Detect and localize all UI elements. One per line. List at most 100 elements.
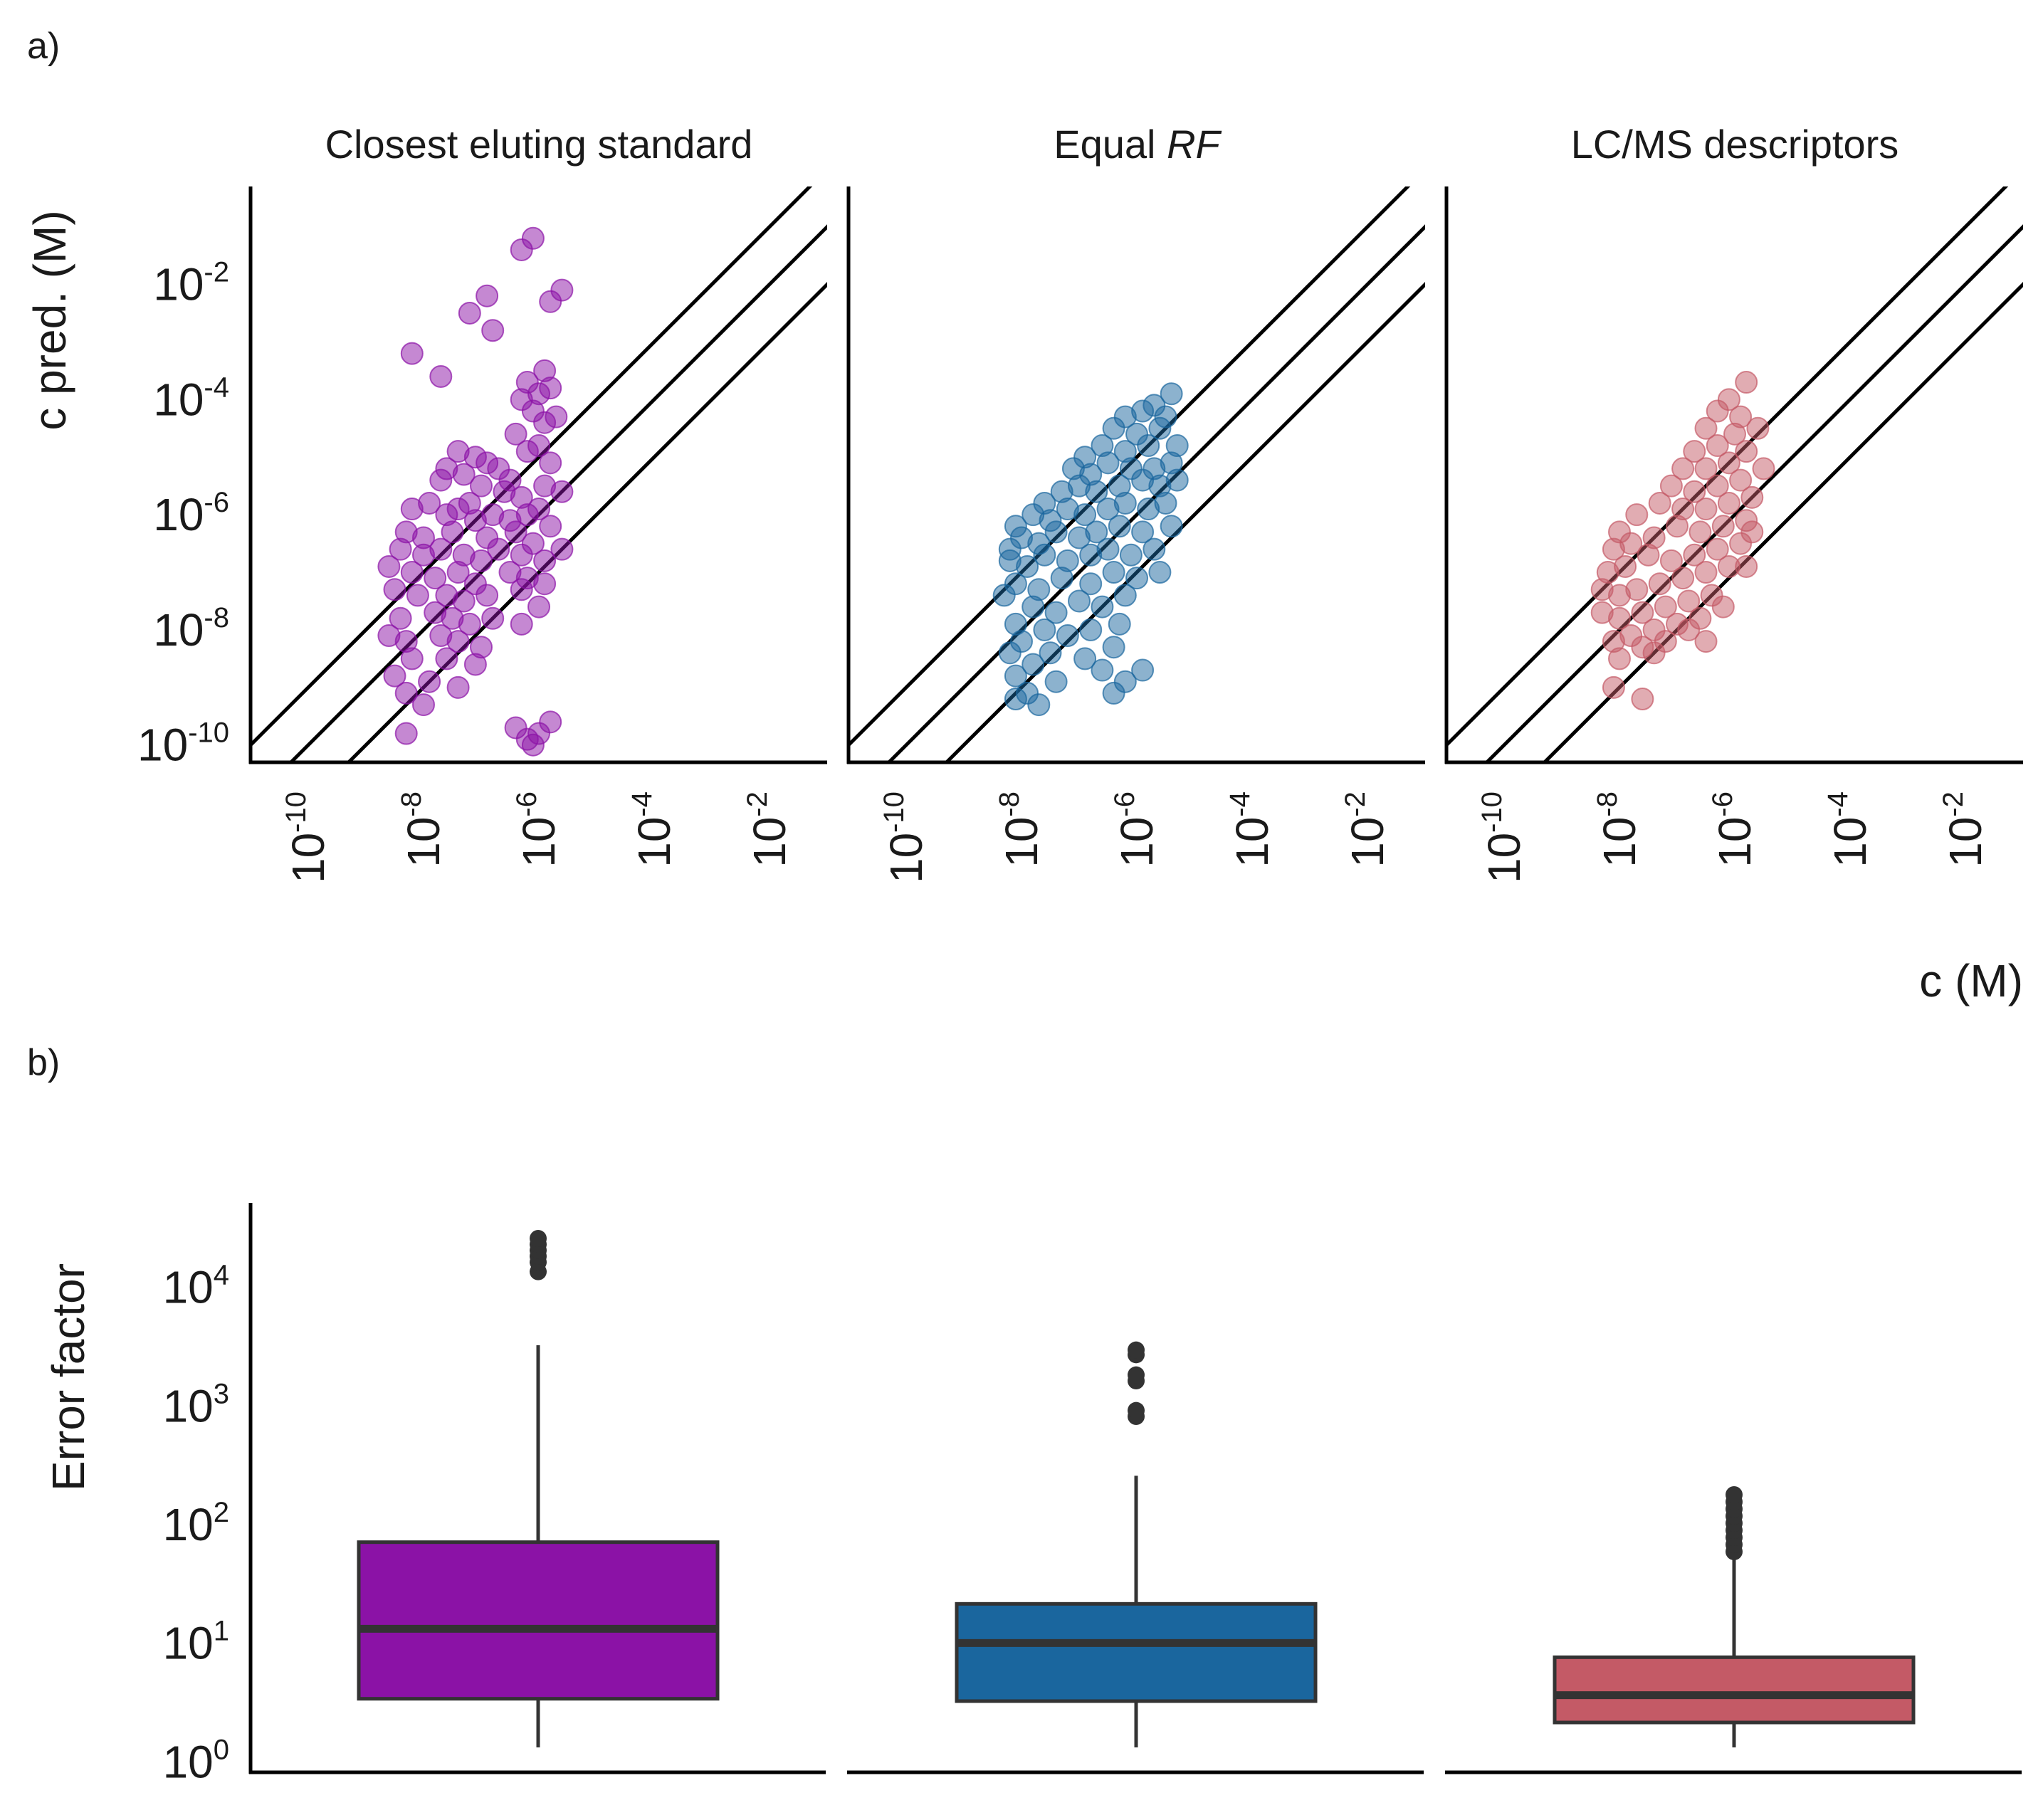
data-point [992, 584, 1016, 607]
data-point [1131, 658, 1155, 682]
data-point [1148, 561, 1172, 584]
data-point [1108, 612, 1131, 636]
data-point [1740, 520, 1764, 544]
data-point [1671, 567, 1695, 590]
data-point [1677, 589, 1701, 613]
data-point [521, 226, 545, 250]
data-point [533, 549, 557, 572]
data-point [1631, 688, 1654, 711]
data-point [383, 578, 406, 601]
data-point [1608, 647, 1631, 670]
data-point [1137, 498, 1160, 521]
panel-a-label: a) [27, 26, 60, 67]
reference-line [1446, 186, 2009, 748]
data-point [1671, 457, 1695, 480]
data-point [383, 664, 406, 688]
data-point [504, 422, 527, 446]
y-tick-label: 10-10 [137, 717, 229, 771]
data-point [515, 440, 539, 463]
data-point [470, 474, 493, 498]
data-point [446, 498, 470, 521]
data-point [1631, 601, 1654, 624]
facet-title: Equal RF [1054, 122, 1222, 167]
data-point [510, 578, 533, 601]
x-tick-label: 10-2 [742, 791, 795, 868]
box-equal [955, 1341, 1318, 1747]
data-point [1044, 601, 1068, 624]
data-point [429, 468, 453, 492]
data-point [1694, 561, 1718, 584]
data-point [539, 515, 562, 538]
reference-line [1484, 224, 2023, 762]
data-point [1033, 543, 1056, 567]
data-point [1113, 670, 1137, 693]
data-point [1079, 543, 1103, 567]
data-point [527, 595, 550, 619]
data-point [1143, 537, 1166, 561]
data-point [1706, 399, 1729, 423]
data-point [1683, 480, 1706, 503]
data-point [394, 722, 418, 745]
data-point [1108, 515, 1131, 538]
data-point [446, 630, 470, 653]
data-point [1044, 670, 1068, 693]
data-point [429, 364, 453, 388]
y-tick-label: 10-8 [153, 602, 229, 656]
reference-line [849, 186, 1411, 748]
data-point [998, 641, 1022, 665]
x-tick-label: 10-8 [1592, 791, 1645, 868]
data-point [1694, 630, 1718, 653]
data-point [481, 606, 505, 630]
data-point [400, 647, 424, 670]
data-point [1740, 485, 1764, 509]
box-iqr [1553, 1655, 1916, 1725]
box-y-axis-title: Error factor [43, 1263, 94, 1491]
data-point [510, 543, 533, 567]
data-point [418, 491, 441, 515]
data-point [1022, 503, 1045, 527]
data-point [476, 584, 499, 607]
data-point [1717, 451, 1740, 475]
data-point [389, 537, 412, 561]
outlier-point [1128, 1401, 1145, 1419]
data-point [504, 716, 527, 740]
data-point [1723, 422, 1746, 446]
data-point [481, 319, 505, 342]
box-iqr [955, 1601, 1318, 1703]
x-tick-label: 10-4 [1822, 791, 1876, 868]
box-y-tick-label: 102 [163, 1497, 229, 1550]
data-point [1091, 658, 1114, 682]
data-point [1119, 543, 1143, 567]
data-point [1602, 537, 1625, 561]
facet-title-text: LC/MS descriptors [1571, 122, 1899, 167]
data-point [1642, 641, 1666, 665]
x-tick-label: 10-8 [396, 791, 449, 868]
data-point [1590, 601, 1614, 624]
data-point [1039, 641, 1062, 665]
data-point [1659, 549, 1683, 572]
data-point [441, 520, 464, 544]
data-point [1004, 688, 1027, 711]
data-point [533, 572, 557, 596]
data-point [418, 670, 441, 693]
data-point [1102, 416, 1125, 440]
data-point [394, 681, 418, 705]
facet-lcms-descriptors: LC/MS descriptors 10-10 10-8 10-6 10-4 10-2 [1444, 122, 2023, 883]
data-point [533, 474, 557, 498]
x-tick-label: 10-6 [511, 791, 564, 868]
data-point [1625, 503, 1649, 527]
facet-title: LC/MS descriptors [1571, 122, 1899, 167]
data-point [1160, 515, 1183, 538]
data-point [1602, 675, 1625, 699]
data-point [1102, 636, 1125, 659]
data-point [446, 561, 470, 584]
data-point [1711, 595, 1735, 619]
outlier-point [1128, 1341, 1145, 1359]
data-point [1752, 457, 1775, 480]
box-y-tick-label: 104 [163, 1260, 229, 1313]
x-tick-label: 10-4 [1224, 791, 1278, 868]
data-point [1683, 440, 1706, 463]
outlier-point [1128, 1366, 1145, 1384]
x-tick-label: 10-2 [1340, 791, 1393, 868]
data-point [1677, 618, 1701, 641]
